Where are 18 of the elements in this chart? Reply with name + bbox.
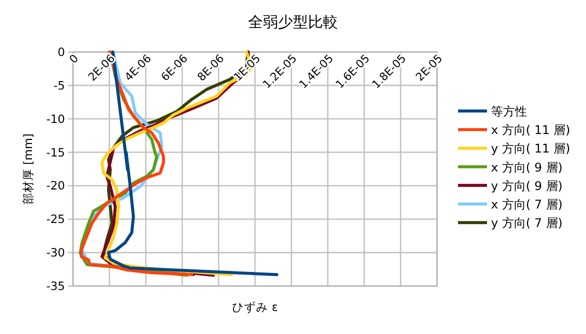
chart-title: 全弱少型比較 (248, 13, 338, 31)
y-tick-label: -35 (46, 279, 65, 293)
y-tick-label: -20 (46, 178, 65, 193)
y-tick-label: -10 (46, 112, 65, 126)
y-axis-title: 部材厚 [mm] (21, 133, 35, 205)
legend-label: x 方向( 11 層) (491, 123, 570, 138)
x-axis-title: ひずみ ε (232, 300, 278, 314)
legend-label: y 方向( 11 層) (491, 142, 570, 156)
y-tick-label: -25 (46, 212, 65, 226)
legend-label: x 方向( 7 層) (491, 198, 563, 212)
legend-label: 等方性 (491, 104, 527, 118)
y-tick-label: -15 (46, 145, 65, 160)
legend-label: y 方向( 9 層) (491, 178, 563, 193)
y-tick-label: -5 (54, 78, 65, 92)
x-tick-label: 0 (66, 52, 82, 66)
y-tick-label: -30 (46, 246, 65, 260)
legend-label: x 方向( 9 層) (491, 160, 563, 174)
legend-label: y 方向( 7 層) (491, 216, 563, 230)
